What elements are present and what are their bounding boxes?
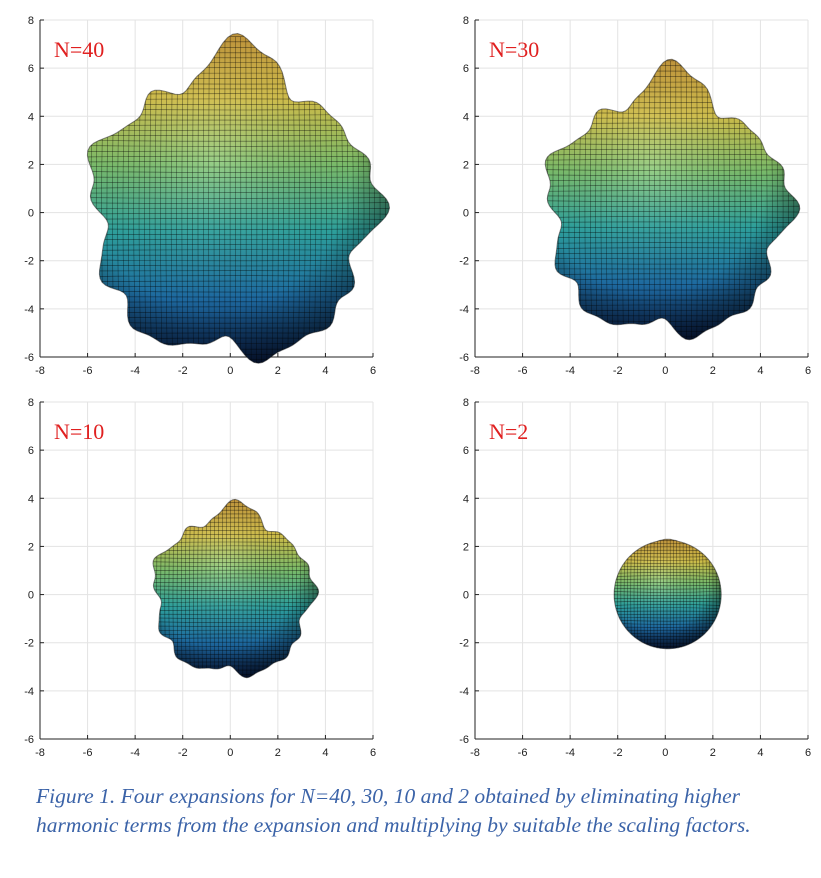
y-tick-label: 4: [28, 111, 34, 123]
x-tick-label: -2: [178, 747, 188, 759]
x-tick-label: 6: [805, 365, 811, 377]
y-tick-label: 4: [463, 493, 469, 505]
panel-label: N=2: [489, 419, 528, 444]
x-tick-label: -6: [83, 365, 93, 377]
x-tick-label: 0: [227, 747, 233, 759]
x-tick-label: -2: [613, 747, 623, 759]
x-tick-label: -8: [35, 365, 45, 377]
x-tick-label: 6: [370, 747, 376, 759]
x-tick-label: 0: [227, 365, 233, 377]
x-tick-label: -2: [178, 365, 188, 377]
y-tick-label: 0: [463, 590, 469, 602]
y-tick-label: -4: [24, 304, 34, 316]
y-tick-label: -6: [459, 352, 469, 364]
y-tick-label: 8: [28, 397, 34, 409]
x-tick-label: 4: [757, 365, 763, 377]
y-tick-label: 6: [463, 63, 469, 75]
x-tick-label: 4: [757, 747, 763, 759]
y-tick-label: -2: [24, 638, 34, 650]
x-tick-label: -6: [83, 747, 93, 759]
y-tick-label: -6: [459, 734, 469, 746]
y-tick-label: -6: [24, 352, 34, 364]
x-tick-label: 2: [710, 365, 716, 377]
x-tick-label: 6: [370, 365, 376, 377]
y-tick-label: 0: [28, 590, 34, 602]
y-tick-label: 8: [28, 15, 34, 27]
x-tick-label: -6: [518, 747, 528, 759]
x-tick-label: -4: [130, 747, 140, 759]
x-tick-label: -4: [130, 365, 140, 377]
surface-shape: [614, 539, 722, 649]
x-tick-label: 2: [275, 747, 281, 759]
y-tick-label: 4: [463, 111, 469, 123]
x-tick-label: -2: [613, 365, 623, 377]
x-tick-label: -8: [35, 747, 45, 759]
y-tick-label: 0: [463, 208, 469, 220]
y-tick-label: -4: [24, 686, 34, 698]
y-tick-label: 8: [463, 397, 469, 409]
panel-label: N=40: [54, 37, 104, 62]
x-tick-label: 2: [275, 365, 281, 377]
x-tick-label: -8: [470, 747, 480, 759]
x-tick-label: 0: [662, 365, 668, 377]
y-tick-label: 6: [463, 445, 469, 457]
x-tick-label: -8: [470, 365, 480, 377]
panel-label: N=10: [54, 419, 104, 444]
y-tick-label: 2: [28, 159, 34, 171]
figure-caption: Figure 1. Four expansions for N=40, 30, …: [36, 784, 751, 837]
x-tick-label: 4: [322, 365, 328, 377]
y-tick-label: -2: [459, 638, 469, 650]
y-tick-label: 2: [463, 159, 469, 171]
y-tick-label: -2: [459, 256, 469, 268]
surface-shape: [545, 59, 800, 340]
x-tick-label: 4: [322, 747, 328, 759]
y-tick-label: 2: [28, 541, 34, 553]
x-tick-label: -4: [565, 747, 575, 759]
x-tick-label: -4: [565, 365, 575, 377]
panel-label: N=30: [489, 37, 539, 62]
surface-shape: [153, 499, 319, 678]
y-tick-label: 6: [28, 63, 34, 75]
y-tick-label: -4: [459, 304, 469, 316]
surface-shape: [87, 33, 390, 364]
x-tick-label: 6: [805, 747, 811, 759]
y-tick-label: 2: [463, 541, 469, 553]
x-tick-label: -6: [518, 365, 528, 377]
x-tick-label: 2: [710, 747, 716, 759]
x-tick-label: 0: [662, 747, 668, 759]
y-tick-label: 4: [28, 493, 34, 505]
y-tick-label: -2: [24, 256, 34, 268]
y-tick-label: 8: [463, 15, 469, 27]
y-tick-label: 0: [28, 208, 34, 220]
y-tick-label: -4: [459, 686, 469, 698]
y-tick-label: -6: [24, 734, 34, 746]
y-tick-label: 6: [28, 445, 34, 457]
